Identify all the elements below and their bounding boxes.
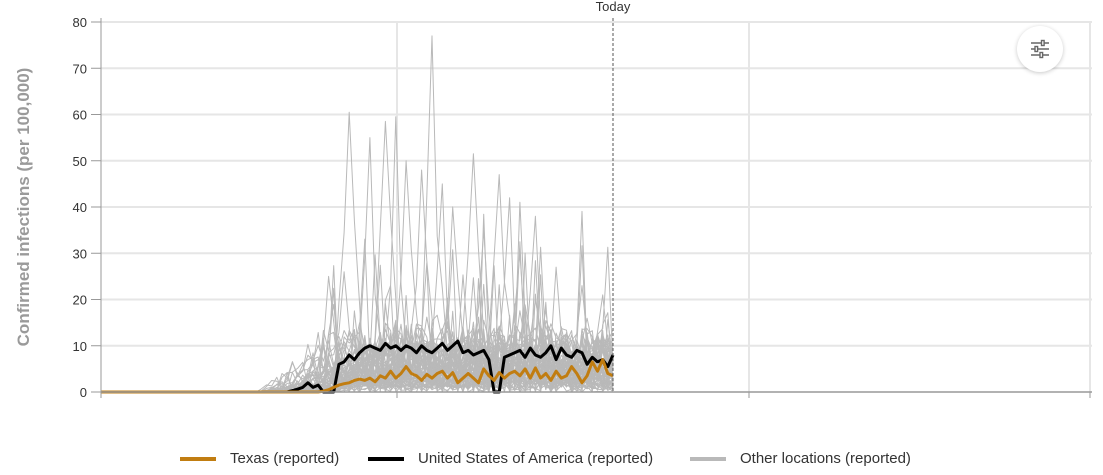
y-tick-label: 80: [73, 15, 87, 30]
sliders-icon: [1031, 39, 1049, 59]
legend-label-usa: United States of America (reported): [418, 450, 654, 467]
y-tick-labels: 0 10 20 30 40 50 60 70 80: [73, 15, 87, 400]
y-tick-label: 20: [73, 293, 87, 308]
other-locations-lines: [101, 35, 614, 393]
y-tick-label: 0: [80, 385, 87, 400]
legend-label-other: Other locations (reported): [740, 450, 911, 467]
chart-settings-button[interactable]: [1017, 26, 1063, 72]
legend-swatch-usa: [368, 456, 404, 461]
legend-item-texas[interactable]: Texas (reported): [180, 450, 339, 467]
y-tick-label: 60: [73, 108, 87, 123]
legend-swatch-texas: [180, 456, 216, 461]
today-label: Today: [596, 0, 631, 14]
y-tick-label: 30: [73, 246, 87, 261]
legend-item-other[interactable]: Other locations (reported): [690, 450, 911, 467]
gridlines: [101, 21, 1092, 392]
y-tick-label: 40: [73, 200, 87, 215]
y-tick-label: 70: [73, 61, 87, 76]
legend-swatch-other: [690, 456, 726, 461]
y-tick-label: 10: [73, 339, 87, 354]
legend-label-texas: Texas (reported): [230, 450, 340, 467]
legend-item-usa[interactable]: United States of America (reported): [368, 450, 653, 467]
y-axis-title: Confirmed infections (per 100,000): [14, 68, 33, 347]
axes: [91, 18, 1092, 398]
y-tick-label: 50: [73, 154, 87, 169]
chart-legend: Texas (reported) United States of Americ…: [0, 450, 1103, 472]
